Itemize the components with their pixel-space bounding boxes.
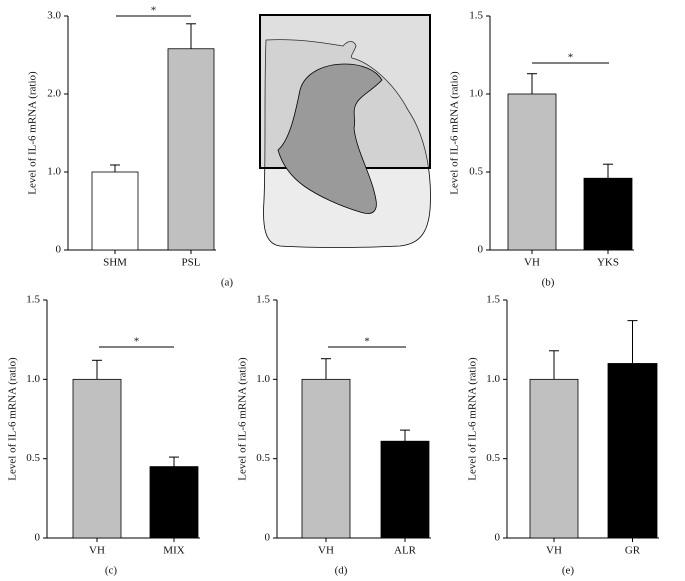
y-tick-label: 1.5 bbox=[256, 294, 270, 306]
y-tick-label: 0.5 bbox=[256, 452, 270, 464]
bar bbox=[149, 466, 199, 539]
y-tick-label: 0.5 bbox=[486, 452, 500, 464]
y-axis-label: Level of IL-6 mRNA (ratio) bbox=[27, 71, 39, 195]
y-tick-label: 1.5 bbox=[469, 10, 483, 22]
y-tick-label: 2.0 bbox=[47, 88, 61, 100]
y-tick-label: 0 bbox=[478, 244, 484, 256]
bar bbox=[380, 440, 430, 539]
y-axis-label: Level of IL-6 mRNA (ratio) bbox=[467, 357, 479, 481]
significance-star: * bbox=[364, 336, 370, 348]
x-tick-label: VH bbox=[318, 545, 334, 557]
bar bbox=[91, 171, 139, 251]
x-tick-label: VH bbox=[524, 257, 540, 269]
bar bbox=[167, 48, 215, 251]
bar bbox=[72, 378, 122, 539]
y-axis-label: Level of IL-6 mRNA (ratio) bbox=[237, 357, 249, 481]
y-tick-label: 1.0 bbox=[256, 373, 270, 385]
y-tick-label: 0 bbox=[35, 532, 41, 544]
x-tick-label: GR bbox=[625, 545, 641, 557]
y-tick-label: 1.0 bbox=[47, 166, 61, 178]
bar bbox=[583, 177, 633, 251]
bar bbox=[529, 378, 579, 539]
significance-star: * bbox=[151, 5, 157, 17]
y-axis-label: Level of IL-6 mRNA (ratio) bbox=[449, 71, 461, 195]
dorsal-horn bbox=[277, 63, 383, 214]
x-tick-label: YKS bbox=[597, 257, 619, 269]
x-tick-label: ALR bbox=[394, 545, 417, 557]
bar bbox=[607, 363, 658, 539]
spinal-cord-diagram bbox=[259, 14, 431, 248]
x-tick-label: VH bbox=[546, 545, 562, 557]
bar bbox=[507, 93, 557, 251]
y-tick-label: 3.0 bbox=[47, 10, 61, 22]
y-tick-label: 0.5 bbox=[469, 166, 483, 178]
panel-label: (a) bbox=[221, 277, 234, 289]
y-tick-label: 1.0 bbox=[486, 373, 500, 385]
y-tick-label: 0 bbox=[56, 244, 62, 256]
bar bbox=[301, 378, 351, 539]
x-tick-label: SHM bbox=[103, 257, 127, 269]
significance-star: * bbox=[134, 336, 140, 348]
y-axis-label: Level of IL-6 mRNA (ratio) bbox=[7, 357, 19, 481]
x-tick-label: PSL bbox=[182, 257, 201, 269]
y-tick-label: 0 bbox=[495, 532, 501, 544]
y-tick-label: 1.5 bbox=[26, 294, 40, 306]
y-tick-label: 1.0 bbox=[469, 88, 483, 100]
panel-label: (b) bbox=[542, 277, 555, 289]
x-tick-label: VH bbox=[89, 545, 105, 557]
y-tick-label: 0 bbox=[265, 532, 271, 544]
x-tick-label: MIX bbox=[163, 545, 184, 557]
y-tick-label: 1.5 bbox=[486, 294, 500, 306]
panel-label: (d) bbox=[335, 565, 348, 577]
panel-label: (e) bbox=[562, 565, 575, 577]
y-tick-label: 1.0 bbox=[26, 373, 40, 385]
panel-label: (c) bbox=[105, 565, 118, 577]
significance-star: * bbox=[568, 52, 574, 64]
y-tick-label: 0.5 bbox=[26, 452, 40, 464]
